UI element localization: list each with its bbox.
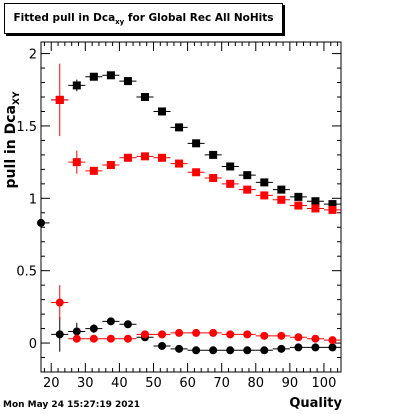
data-point-square-black bbox=[140, 93, 149, 101]
x-tick-label: 70 bbox=[213, 376, 230, 391]
x-tick-label: 80 bbox=[247, 376, 264, 391]
x-tick-label: 90 bbox=[282, 376, 299, 391]
data-point-square-black bbox=[277, 185, 286, 194]
data-point-circle-red bbox=[140, 330, 149, 339]
x-tick-label: 100 bbox=[312, 376, 337, 391]
data-point-circle-black bbox=[37, 218, 45, 227]
data-point-circle-red bbox=[209, 328, 218, 337]
data-point-circle-black bbox=[294, 343, 303, 352]
data-point-square-red bbox=[328, 205, 337, 214]
data-point-square-red bbox=[226, 179, 235, 188]
data-point-square-red bbox=[140, 152, 149, 161]
data-point-square-red bbox=[55, 95, 64, 104]
data-point-square-black bbox=[158, 107, 167, 116]
y-label-main: pull in Dca bbox=[3, 105, 19, 189]
data-point-circle-black bbox=[175, 344, 184, 353]
data-point-circle-red bbox=[260, 331, 269, 340]
y-tick-label: 1.5 bbox=[16, 120, 37, 135]
title-main: Fitted pull in Dca bbox=[13, 12, 116, 24]
data-point-circle-red bbox=[243, 330, 252, 339]
data-point-circle-black bbox=[243, 346, 252, 355]
data-point-circle-red bbox=[158, 330, 167, 339]
timestamp: Mon May 24 15:27:19 2021 bbox=[3, 400, 141, 410]
data-point-square-red bbox=[123, 153, 132, 162]
title-box: Fitted pull in Dcaxy for Global Rec All … bbox=[4, 3, 283, 34]
data-point-square-red bbox=[209, 174, 218, 183]
x-tick-label: 30 bbox=[77, 376, 94, 391]
data-point-circle-black bbox=[192, 346, 201, 355]
data-point-circle-red bbox=[328, 336, 337, 345]
data-point-square-red bbox=[192, 168, 201, 177]
data-point-circle-red bbox=[192, 328, 201, 337]
data-point-square-red bbox=[260, 191, 269, 200]
data-point-square-black bbox=[123, 77, 132, 86]
data-point-circle-red bbox=[175, 328, 184, 337]
chart-title: Fitted pull in Dcaxy for Global Rec All … bbox=[5, 12, 282, 26]
data-point-square-black bbox=[226, 162, 235, 171]
y-tick-label: 2 bbox=[29, 48, 37, 63]
y-label-subscript: XY bbox=[12, 91, 22, 105]
data-point-square-red bbox=[277, 195, 286, 204]
data-point-square-black bbox=[311, 197, 320, 206]
data-point-square-red bbox=[294, 201, 303, 210]
data-point-square-black bbox=[209, 150, 218, 159]
data-point-circle-black bbox=[89, 324, 98, 333]
data-point-circle-black bbox=[311, 343, 320, 352]
data-point-square-red bbox=[243, 185, 252, 194]
y-tick-label: 0 bbox=[29, 337, 37, 352]
data-point-square-black bbox=[175, 123, 184, 132]
data-point-circle-black bbox=[55, 330, 64, 339]
data-point-circle-red bbox=[55, 298, 64, 307]
data-point-square-black bbox=[294, 192, 303, 201]
data-point-circle-black bbox=[72, 327, 81, 336]
y-tick-label: 1 bbox=[29, 192, 37, 207]
data-point-circle-black bbox=[123, 320, 132, 329]
data-point-square-red bbox=[106, 161, 115, 170]
data-point-circle-black bbox=[277, 344, 286, 353]
data-point-circle-red bbox=[226, 330, 235, 339]
data-point-circle-black bbox=[106, 317, 115, 326]
x-tick-label: 20 bbox=[43, 376, 60, 391]
data-point-circle-red bbox=[123, 334, 132, 343]
data-point-square-black bbox=[260, 178, 269, 187]
data-point-circle-black bbox=[260, 346, 269, 355]
data-point-circle-black bbox=[328, 343, 337, 352]
data-point-square-red bbox=[89, 166, 98, 175]
title-tail: for Global Rec All NoHits bbox=[127, 12, 274, 24]
data-point-circle-red bbox=[294, 333, 303, 342]
data-point-circle-red bbox=[311, 334, 320, 343]
data-point-square-black bbox=[243, 171, 252, 180]
x-tick-label: 50 bbox=[145, 376, 162, 391]
data-point-circle-black bbox=[226, 346, 235, 355]
y-tick-label: 0.5 bbox=[16, 265, 37, 280]
data-point-square-red bbox=[311, 204, 320, 213]
data-point-circle-red bbox=[106, 334, 115, 343]
data-point-circle-red bbox=[277, 331, 286, 340]
data-point-circle-black bbox=[158, 341, 167, 350]
data-point-circle-black bbox=[209, 346, 218, 355]
data-point-square-black bbox=[328, 200, 337, 209]
plot-frame bbox=[40, 41, 342, 373]
data-point-square-red bbox=[72, 158, 81, 167]
title-subscript: xy bbox=[115, 18, 125, 26]
data-point-square-black bbox=[89, 72, 98, 81]
x-tick-label: 60 bbox=[179, 376, 196, 391]
data-point-square-black bbox=[192, 139, 201, 148]
x-axis-label: Quality bbox=[289, 396, 342, 411]
data-point-square-black bbox=[72, 81, 81, 90]
data-point-square-red bbox=[175, 159, 184, 168]
data-point-square-black bbox=[106, 71, 115, 80]
data-point-circle-red bbox=[89, 334, 98, 343]
data-point-square-red bbox=[158, 153, 167, 162]
data-point-circle-red bbox=[72, 334, 81, 343]
x-tick-label: 40 bbox=[111, 376, 128, 391]
